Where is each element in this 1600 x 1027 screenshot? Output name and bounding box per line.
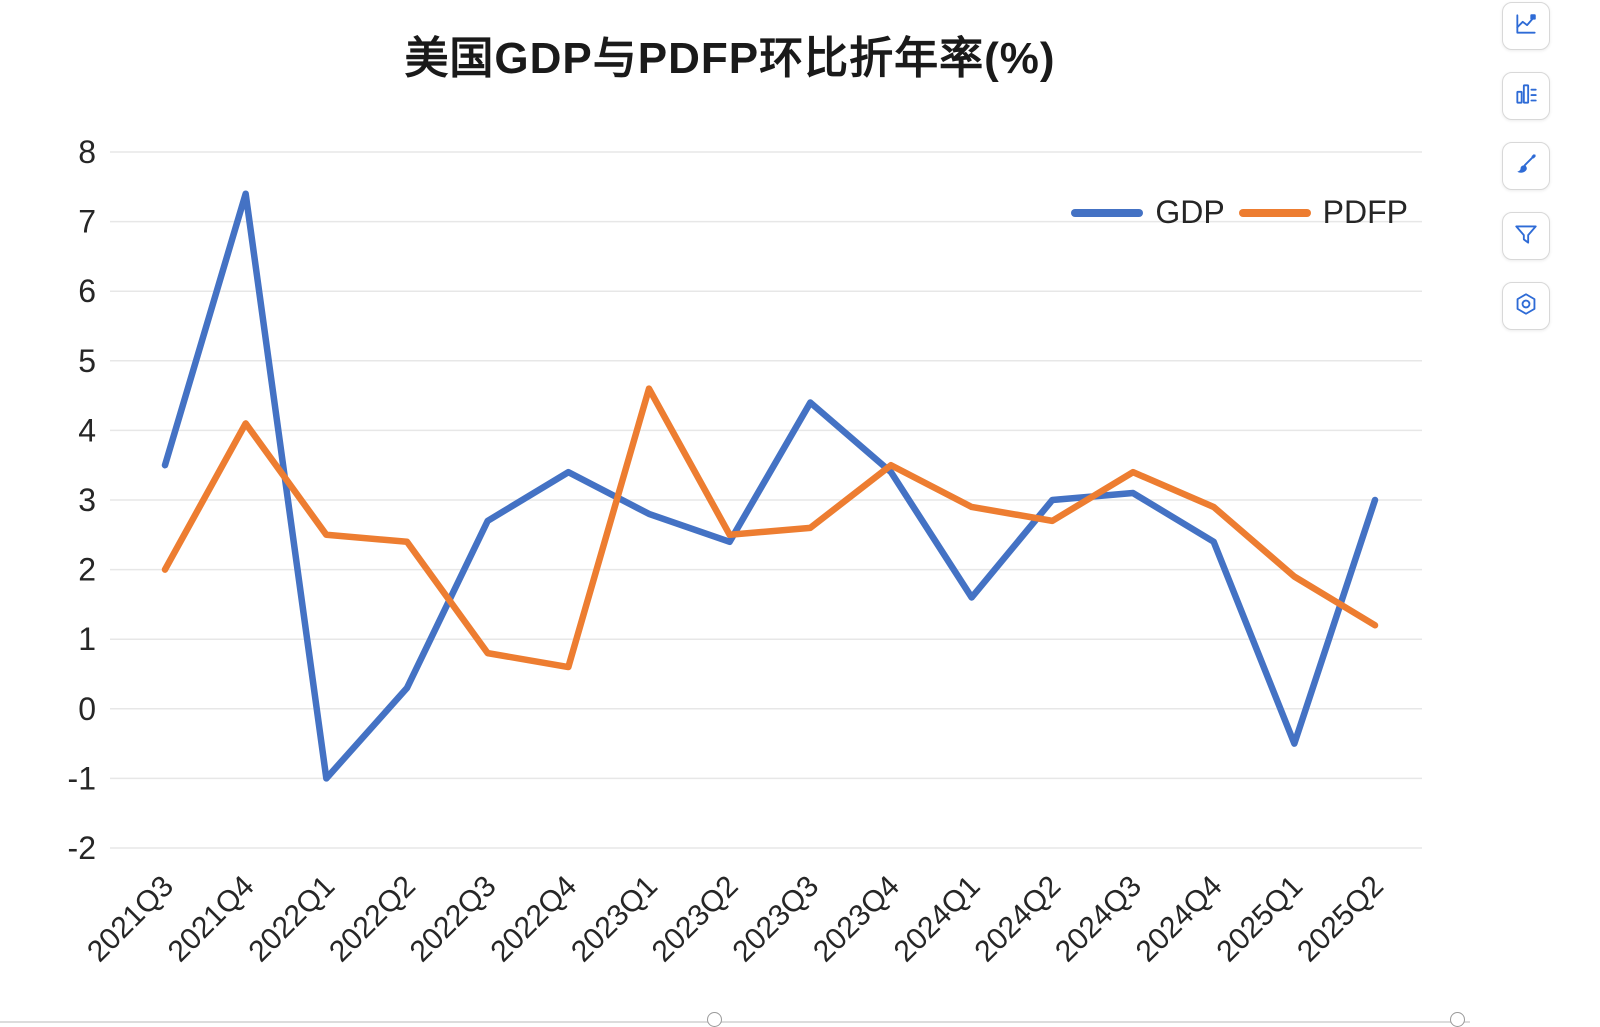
svg-text:2022Q1: 2022Q1 xyxy=(242,870,341,969)
svg-text:-2: -2 xyxy=(68,830,96,866)
svg-text:8: 8 xyxy=(78,134,96,170)
chart-style-button[interactable] xyxy=(1502,2,1550,50)
svg-text:3: 3 xyxy=(78,482,96,518)
scrollbar-handle-right[interactable] xyxy=(1450,1012,1465,1027)
bar-chart-icon xyxy=(1513,81,1539,112)
svg-text:2022Q2: 2022Q2 xyxy=(323,870,422,969)
svg-text:2023Q1: 2023Q1 xyxy=(565,870,664,969)
legend-swatch xyxy=(1071,209,1143,217)
legend-item[interactable]: GDP xyxy=(1071,194,1224,231)
settings-button[interactable] xyxy=(1502,282,1550,330)
svg-text:2021Q4: 2021Q4 xyxy=(162,870,261,969)
paintbrush-icon xyxy=(1513,151,1539,182)
filter-icon xyxy=(1513,221,1539,252)
svg-text:2022Q3: 2022Q3 xyxy=(404,870,503,969)
svg-text:2024Q1: 2024Q1 xyxy=(888,870,987,969)
legend-label: PDFP xyxy=(1323,194,1408,231)
svg-text:2024Q4: 2024Q4 xyxy=(1130,870,1229,969)
legend-label: GDP xyxy=(1155,194,1224,231)
settings-icon xyxy=(1513,291,1539,322)
svg-text:2024Q3: 2024Q3 xyxy=(1049,870,1148,969)
svg-text:6: 6 xyxy=(78,273,96,309)
svg-text:2023Q4: 2023Q4 xyxy=(807,870,906,969)
chart-canvas: -2-10123456782021Q32021Q42022Q12022Q2202… xyxy=(0,0,1460,1026)
side-toolbar xyxy=(1502,2,1550,330)
svg-text:2021Q3: 2021Q3 xyxy=(81,870,180,969)
svg-text:4: 4 xyxy=(78,412,96,448)
svg-text:7: 7 xyxy=(78,204,96,240)
svg-text:2023Q3: 2023Q3 xyxy=(726,870,825,969)
format-button[interactable] xyxy=(1502,142,1550,190)
chart-style-icon xyxy=(1513,11,1539,42)
svg-text:5: 5 xyxy=(78,343,96,379)
chart-legend: GDP PDFP xyxy=(1071,194,1408,231)
chart-type-button[interactable] xyxy=(1502,72,1550,120)
filter-button[interactable] xyxy=(1502,212,1550,260)
svg-text:0: 0 xyxy=(78,691,96,727)
svg-text:-1: -1 xyxy=(68,760,96,796)
svg-text:2025Q1: 2025Q1 xyxy=(1210,870,1309,969)
svg-text:2024Q2: 2024Q2 xyxy=(968,870,1067,969)
svg-text:2022Q4: 2022Q4 xyxy=(484,870,583,969)
svg-text:2023Q2: 2023Q2 xyxy=(646,870,745,969)
svg-text:1: 1 xyxy=(78,621,96,657)
svg-text:2025Q2: 2025Q2 xyxy=(1291,870,1390,969)
legend-item[interactable]: PDFP xyxy=(1239,194,1408,231)
svg-text:2: 2 xyxy=(78,552,96,588)
legend-swatch xyxy=(1239,209,1311,217)
horizontal-scrollbar[interactable] xyxy=(0,1021,1470,1023)
scrollbar-handle-left[interactable] xyxy=(707,1012,722,1027)
